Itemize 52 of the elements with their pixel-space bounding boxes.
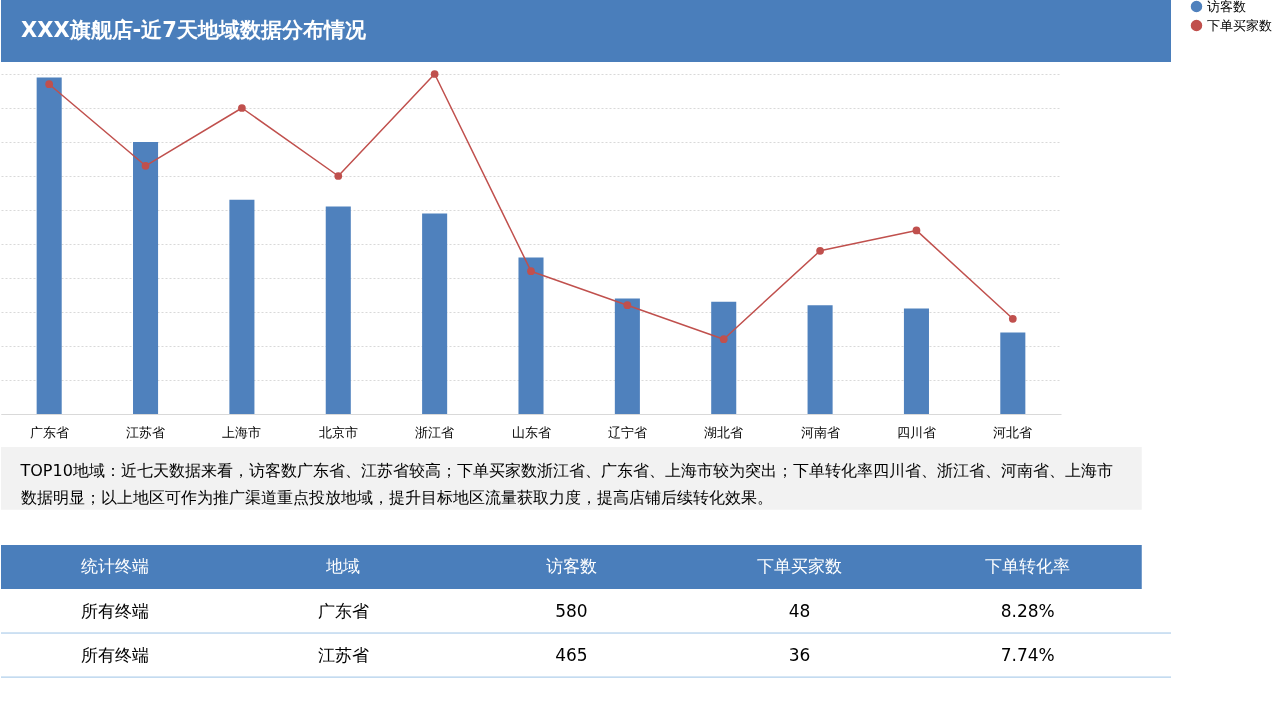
point xyxy=(334,172,343,180)
text: 48 xyxy=(788,600,811,621)
bar xyxy=(1000,332,1026,414)
bar xyxy=(422,213,448,414)
text: 465 xyxy=(555,644,588,665)
text: 统计终端 xyxy=(81,556,150,577)
bar xyxy=(229,199,255,414)
bar xyxy=(518,257,544,414)
legend-label: 访客数 xyxy=(1207,0,1246,14)
bar xyxy=(36,77,62,414)
x-tick-label: 四川省 xyxy=(896,424,936,440)
text: 下单转化率 xyxy=(985,556,1071,577)
text: 8.28% xyxy=(1000,600,1055,621)
chart-title: XXX旗舰店-近7天地域数据分布情况 xyxy=(21,18,367,42)
legend-label: 下单买家数 xyxy=(1207,17,1272,33)
x-tick-label: 河北省 xyxy=(993,424,1033,440)
text: 广东省 xyxy=(317,600,369,621)
point xyxy=(719,335,728,344)
text: 所有终端 xyxy=(81,644,150,665)
x-tick-label: 广东省 xyxy=(29,424,69,440)
x-tick-label: 北京市 xyxy=(318,424,358,440)
bar xyxy=(711,301,737,414)
x-tick-label: 山东省 xyxy=(511,424,551,440)
point xyxy=(141,161,150,170)
point xyxy=(623,301,632,310)
point xyxy=(430,70,439,78)
text: 7.74% xyxy=(1000,644,1055,665)
bar xyxy=(807,305,833,414)
bar xyxy=(325,206,351,414)
text: 36 xyxy=(788,644,811,665)
x-tick-label: 河南省 xyxy=(800,424,840,440)
text: 访客数 xyxy=(545,556,597,577)
point xyxy=(238,104,246,112)
bar xyxy=(133,142,159,414)
x-tick-label: 辽宁省 xyxy=(607,424,647,440)
point xyxy=(527,267,535,276)
point xyxy=(912,226,921,235)
x-tick-label: 上海市 xyxy=(222,424,262,440)
point xyxy=(45,80,54,89)
x-tick-label: 湖北省 xyxy=(704,424,744,440)
text: TOP10地域：近七天数据来看，访客数广东省、江苏省较高；下单买家数浙江省、广东省、上海市较为突出；下单转化率四川省、浙江省、河南省、上海市数据明显；以上地区可作为推广渠道重点投放地域，提升目标地区流量获取力度，提高店铺后续转化效果。 xyxy=(19,461,1113,507)
bar xyxy=(614,298,640,414)
text: 下单买家数 xyxy=(757,556,843,577)
text: 地域 xyxy=(325,556,361,577)
point xyxy=(1008,314,1017,323)
bar xyxy=(903,308,929,414)
text: 江苏省 xyxy=(317,644,369,665)
x-tick-label: 浙江省 xyxy=(415,424,455,440)
text: 580 xyxy=(555,600,588,621)
x-tick-label: 江苏省 xyxy=(126,424,166,440)
text: 所有终端 xyxy=(81,600,150,621)
point xyxy=(816,246,824,255)
